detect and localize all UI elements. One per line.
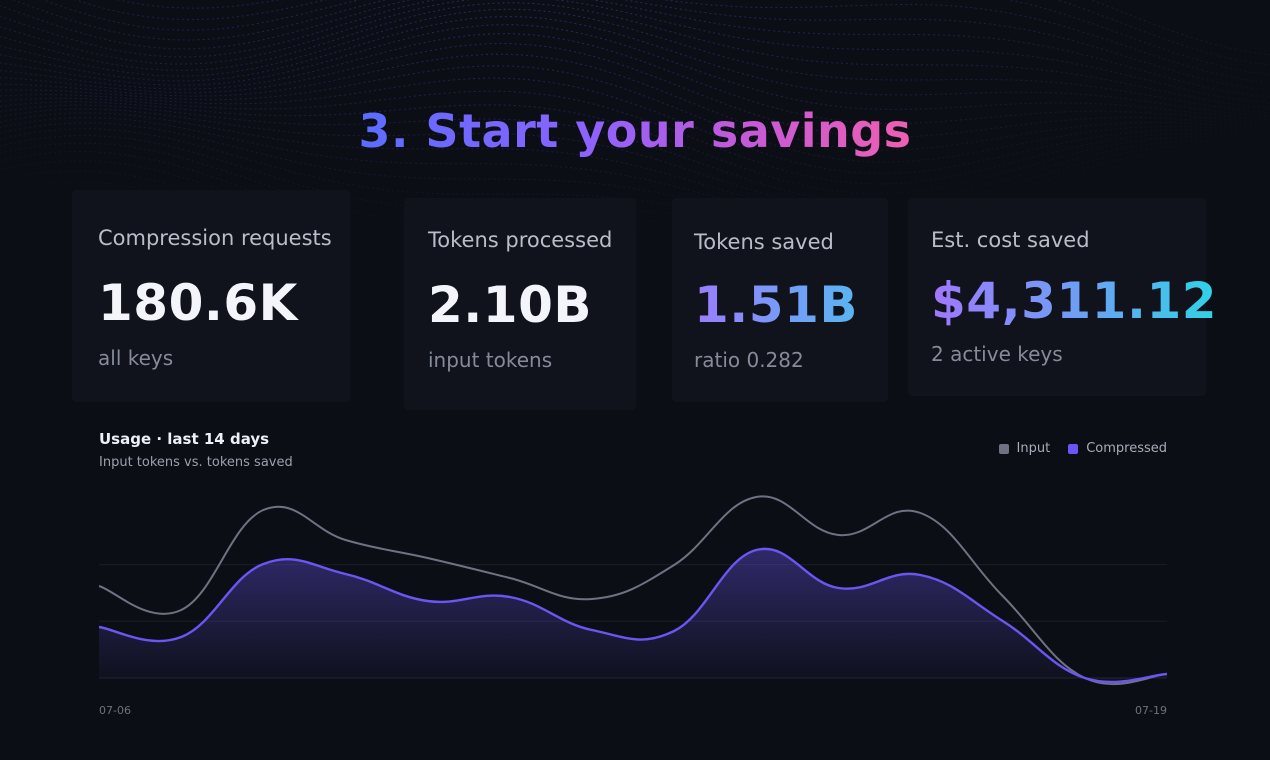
series-compressed-line (98, 547, 1168, 684)
wave-line (0, 122, 1270, 230)
wave-line (0, 0, 1270, 91)
stat-label: Compression requests (98, 226, 332, 250)
wave-line (0, 24, 1270, 121)
legend-item-compressed[interactable]: Compressed (1068, 441, 1167, 456)
series-input-line (98, 495, 1168, 686)
usage-area-chart: 07-06 07-19 (98, 495, 1168, 717)
stat-label: Tokens saved (694, 230, 834, 254)
stat-value: 1.51B (694, 276, 858, 334)
stat-caption: ratio 0.282 (694, 348, 804, 372)
stat-label: Tokens processed (428, 228, 613, 252)
chart-subtitle: Input tokens vs. tokens saved (99, 455, 293, 470)
stat-label: Est. cost saved (931, 228, 1090, 252)
stat-caption: all keys (98, 346, 174, 370)
x-tick-label: 07-19 (1135, 704, 1167, 717)
legend-label-input: Input (1016, 441, 1051, 456)
wave-line (0, 15, 1270, 117)
chart-legend: Input Compressed (998, 441, 1167, 456)
wave-line (0, 0, 1270, 104)
wave-line (12, 0, 1270, 84)
legend-item-input[interactable]: Input (998, 441, 1051, 456)
wave-line (0, 90, 1270, 185)
stat-card-tokens-processed: Tokens processed 2.10B input tokens (404, 198, 636, 410)
wave-line (74, 0, 1270, 66)
wave-line (0, 128, 1270, 235)
wave-line (116, 0, 1270, 56)
x-tick-label: 07-06 (99, 704, 131, 717)
page-title: 3. Start your savings (358, 104, 912, 158)
wave-line (0, 53, 1270, 151)
legend-label-compressed: Compressed (1086, 441, 1167, 456)
wave-line (0, 112, 1270, 219)
legend-swatch-input (998, 443, 1009, 454)
series-compressed-area (99, 548, 1167, 682)
wave-line (42, 0, 1270, 75)
wave-line (0, 42, 1270, 138)
stat-card-compression-requests: Compression requests 180.6K all keys (72, 190, 350, 402)
chart-title: Usage · last 14 days (99, 430, 270, 448)
wave-line (0, 160, 1270, 253)
wave-line (0, 65, 1270, 163)
wave-line (0, 77, 1270, 174)
stat-caption: input tokens (428, 348, 553, 372)
stat-value: 180.6K (98, 274, 298, 332)
stat-value: $4,311.12 (931, 272, 1218, 330)
wave-line (0, 2, 1270, 109)
stat-card-est-cost-saved: Est. cost saved $4,311.12 2 active keys (908, 198, 1217, 396)
wave-line (0, 116, 1270, 225)
wave-line (0, 151, 1270, 247)
wave-line (0, 8, 1270, 113)
stat-card-tokens-saved: Tokens saved 1.51B ratio 0.282 (672, 198, 888, 402)
stat-value: 2.10B (428, 276, 592, 334)
legend-swatch-compressed (1068, 443, 1079, 454)
stat-caption: 2 active keys (931, 342, 1063, 366)
